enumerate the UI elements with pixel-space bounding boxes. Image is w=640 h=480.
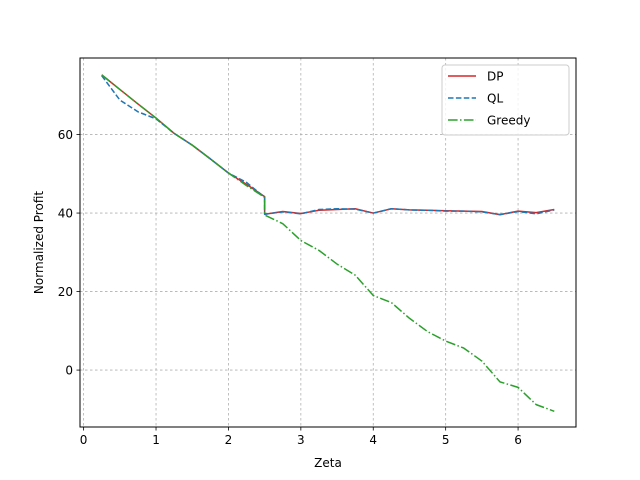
- legend-box: [441, 64, 570, 136]
- y-tick-label: 60: [58, 128, 73, 142]
- x-tick-label: 3: [297, 433, 305, 447]
- legend: DP QL Greedy: [441, 64, 570, 136]
- x-tick-label: 1: [152, 433, 160, 447]
- x-tick-label: 6: [514, 433, 522, 447]
- x-tick-label: 4: [369, 433, 377, 447]
- legend-label-ql: QL: [487, 92, 503, 106]
- x-axis-label: Zeta: [314, 456, 342, 470]
- y-tick-label: 40: [58, 207, 73, 221]
- series-lines: [101, 74, 555, 413]
- y-axis-label: Normalized Profit: [32, 191, 46, 294]
- series-line-ql: [101, 75, 555, 216]
- plot-frame: [79, 57, 577, 428]
- legend-label-greedy: Greedy: [487, 114, 530, 128]
- y-tick-label: 20: [58, 285, 73, 299]
- x-tick-label: 0: [80, 433, 88, 447]
- x-tick-label: 2: [225, 433, 233, 447]
- series-line-greedy: [101, 74, 555, 413]
- y-tick-label: 0: [65, 364, 73, 378]
- x-tick-label: 5: [442, 433, 450, 447]
- legend-label-dp: DP: [487, 70, 503, 84]
